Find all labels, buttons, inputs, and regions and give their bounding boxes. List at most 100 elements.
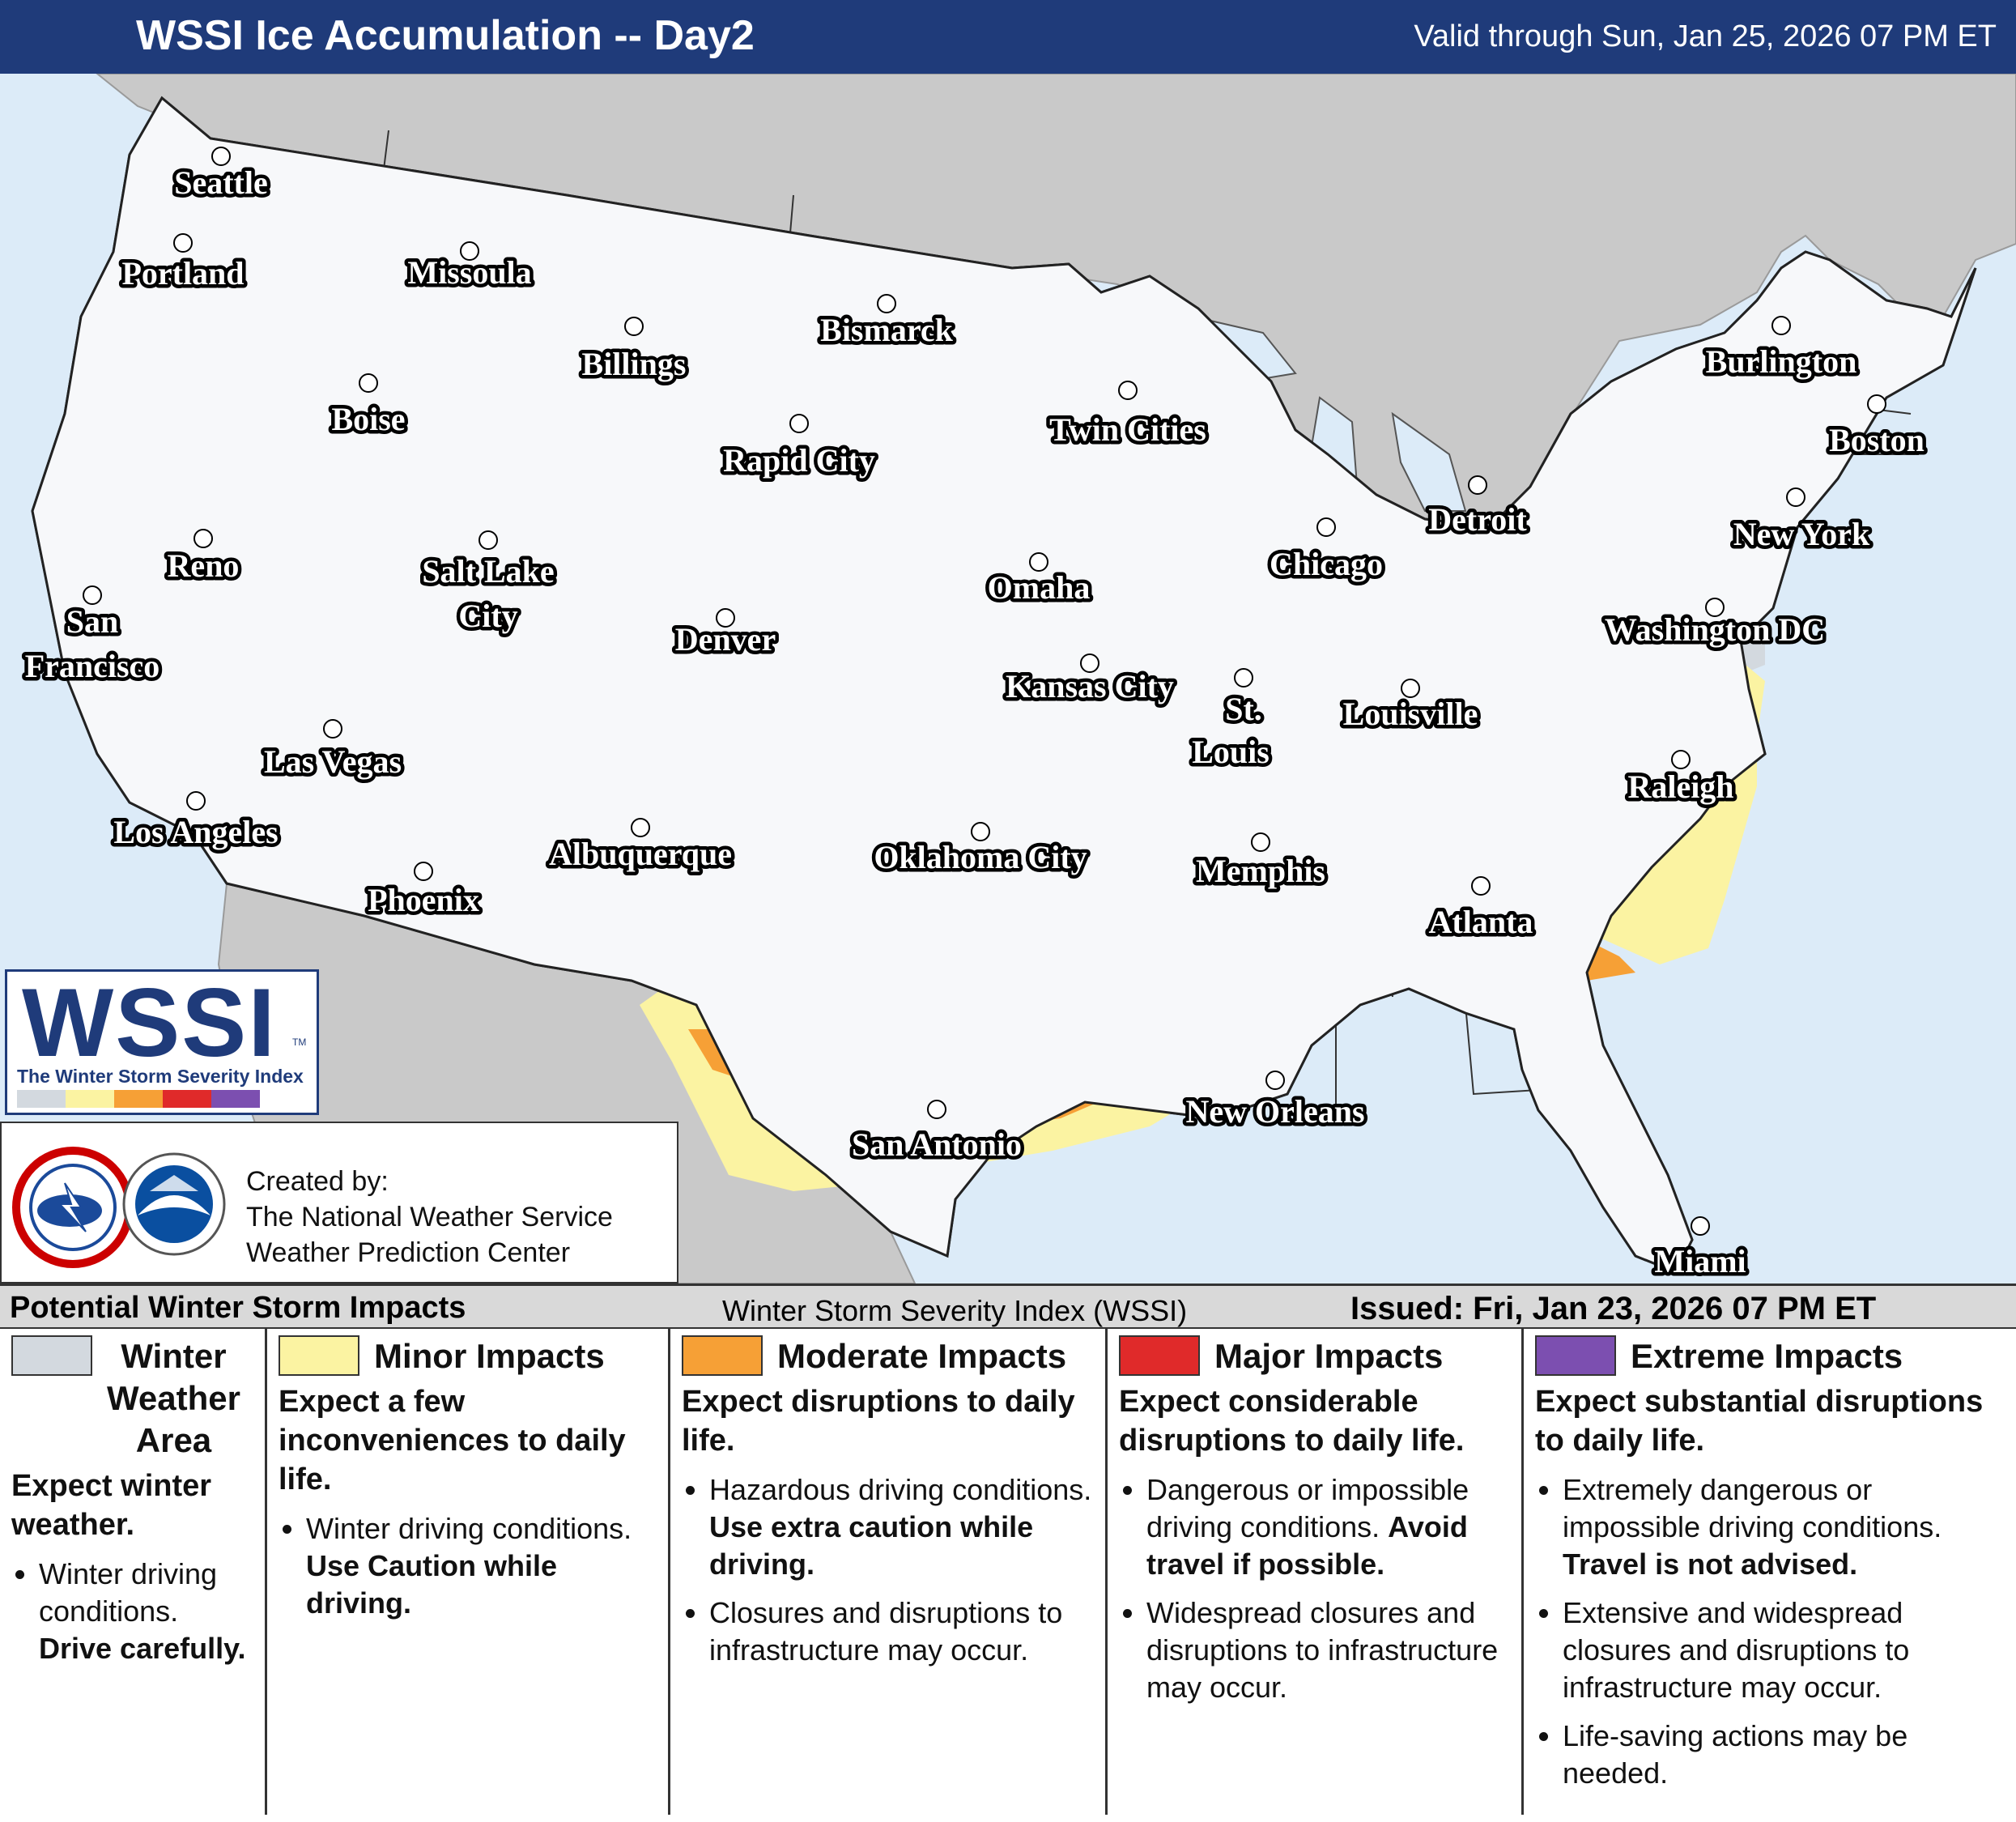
swatch-extreme	[1535, 1335, 1616, 1376]
legend-bullet: Extremely dangerous or impossible drivin…	[1563, 1471, 2008, 1583]
swatch-major	[1119, 1335, 1200, 1376]
city-label-boston: Boston	[1829, 422, 1925, 458]
lake-huron	[1391, 411, 1467, 512]
agency-logos	[12, 1147, 226, 1268]
legend-lead-major: Expect considerable disruptions to daily…	[1119, 1385, 1465, 1458]
legend-col-moderate: Moderate Impacts Expect disruptions to d…	[670, 1329, 1108, 1815]
city-label-portland: Portland	[121, 255, 244, 292]
city-marker	[173, 233, 193, 253]
legend-name-minor: Minor Impacts	[374, 1337, 605, 1375]
city-label-burlington: Burlington	[1706, 343, 1857, 380]
valid-through: Valid through Sun, Jan 25, 2026 07 PM ET	[1414, 19, 1997, 53]
wssi-color-bar	[17, 1090, 260, 1108]
city-marker	[460, 241, 479, 261]
city-marker	[1771, 316, 1791, 335]
legend-bullet: Winter driving conditions. Use Caution w…	[306, 1510, 660, 1622]
color-swatch-major	[163, 1090, 211, 1108]
city-label-san: San	[66, 603, 119, 640]
legend-heading: Potential Winter Storm Impacts	[10, 1291, 466, 1325]
legend-name-winter-weather: Winter Weather Area	[107, 1337, 240, 1459]
credit-line-3: Weather Prediction Center	[246, 1237, 571, 1268]
city-label-bismarck: Bismarck	[820, 312, 953, 348]
city-marker	[1468, 475, 1487, 495]
city-marker	[1671, 750, 1691, 769]
legend-bullet: Life-saving actions may be needed.	[1563, 1718, 2008, 1792]
city-marker	[927, 1100, 946, 1119]
issued-time: Issued: Fri, Jan 23, 2026 07 PM ET	[1350, 1291, 1877, 1326]
legend-col-major: Major Impacts Expect considerable disrup…	[1108, 1329, 1524, 1815]
wssi-wordmark: WSSI	[22, 968, 277, 1077]
impact-legend: Winter Weather Area Expect winter weathe…	[0, 1329, 2016, 1822]
legend-name-extreme: Extreme Impacts	[1631, 1337, 1903, 1375]
color-swatch-minor	[66, 1090, 114, 1108]
city-marker	[186, 791, 206, 811]
city-label-san-antonio: San Antonio	[852, 1126, 1022, 1163]
city-label-salt-lake: Salt Lake	[422, 553, 554, 590]
color-swatch-moderate	[114, 1090, 163, 1108]
city-marker	[478, 530, 498, 550]
city-marker	[1265, 1071, 1285, 1090]
city-marker	[624, 317, 644, 336]
city-label-omaha: Omaha	[988, 569, 1091, 606]
legend-subheading: Winter Storm Severity Index (WSSI)	[722, 1294, 1188, 1327]
city-marker	[789, 414, 809, 433]
city-label-billings: Billings	[582, 346, 687, 382]
city-label-memphis: Memphis	[1196, 853, 1325, 889]
city-marker	[1316, 517, 1336, 537]
legend-name-major: Major Impacts	[1214, 1337, 1444, 1375]
city-label-louisville: Louisville	[1343, 696, 1478, 732]
legend-col-extreme: Extreme Impacts Expect substantial disru…	[1524, 1329, 2016, 1815]
city-label-new-york: New York	[1733, 516, 1870, 552]
city-marker	[323, 719, 342, 739]
city-marker	[631, 818, 650, 837]
legend-name-moderate: Moderate Impacts	[777, 1337, 1067, 1375]
city-marker	[1705, 598, 1725, 617]
city-label-albuquerque: Albuquerque	[549, 836, 732, 872]
map-area: Seattle Portland Missoula Billings Bisma…	[0, 74, 2016, 1283]
city-marker	[1251, 832, 1270, 852]
swatch-minor	[279, 1335, 359, 1376]
us-map: Seattle Portland Missoula Billings Bisma…	[0, 74, 2016, 1283]
city-marker	[211, 147, 231, 166]
wssi-tagline: The Winter Storm Severity Index	[17, 1066, 304, 1087]
city-marker	[1786, 487, 1805, 507]
legend-col-minor: Minor Impacts Expect a few inconvenience…	[267, 1329, 670, 1815]
city-label-seattle: Seattle	[174, 164, 268, 201]
city-marker	[877, 294, 896, 313]
city-label-las-vegas: Las Vegas	[264, 743, 402, 780]
city-label-los-angeles: Los Angeles	[113, 814, 278, 850]
city-marker	[1029, 552, 1048, 572]
legend-lead-extreme: Expect substantial disruptions to daily …	[1535, 1385, 1984, 1458]
city-label-francisco: Francisco	[25, 648, 160, 684]
city-marker	[83, 585, 102, 605]
city-label-reno: Reno	[168, 547, 240, 584]
city-marker	[1080, 653, 1099, 673]
city-label-new-orleans: New Orleans	[1185, 1093, 1364, 1130]
swatch-moderate	[682, 1335, 763, 1376]
legend-bullet: Dangerous or impossible driving conditio…	[1146, 1471, 1513, 1583]
city-label-oklahoma-city: Oklahoma City	[874, 839, 1087, 875]
trademark-mark: TM	[292, 1037, 307, 1048]
legend-bullet: Widespread closures and disruptions to i…	[1146, 1594, 1513, 1706]
city-marker	[1867, 394, 1886, 414]
legend-lead-minor: Expect a few inconveniences to daily lif…	[279, 1385, 626, 1496]
city-marker	[1401, 679, 1420, 698]
city-label-boise: Boise	[331, 401, 405, 437]
city-label-louis: Louis	[1192, 734, 1270, 770]
city-marker	[1691, 1216, 1710, 1236]
city-label-twin-cities: Twin Cities	[1049, 411, 1206, 448]
header-bar: WSSI Ice Accumulation -- Day2 Valid thro…	[0, 0, 2016, 74]
city-label-st: St.	[1225, 691, 1262, 727]
credit-line-2: The National Weather Service	[246, 1202, 613, 1232]
city-label-detroit: Detroit	[1428, 501, 1527, 538]
wssi-logo: WSSI TM The Winter Storm Severity Index	[5, 968, 319, 1115]
city-label-chicago: Chicago	[1270, 546, 1383, 582]
city-marker	[1234, 668, 1253, 688]
city-label-missoula: Missoula	[407, 254, 531, 291]
city-label-atlanta: Atlanta	[1429, 904, 1533, 940]
nws-logo-icon	[12, 1147, 134, 1268]
legend-lead-winter-weather: Expect winter weather.	[11, 1469, 212, 1542]
city-label-phoenix: Phoenix	[368, 882, 479, 918]
credit-box: Created by: The National Weather Service…	[0, 1122, 678, 1283]
